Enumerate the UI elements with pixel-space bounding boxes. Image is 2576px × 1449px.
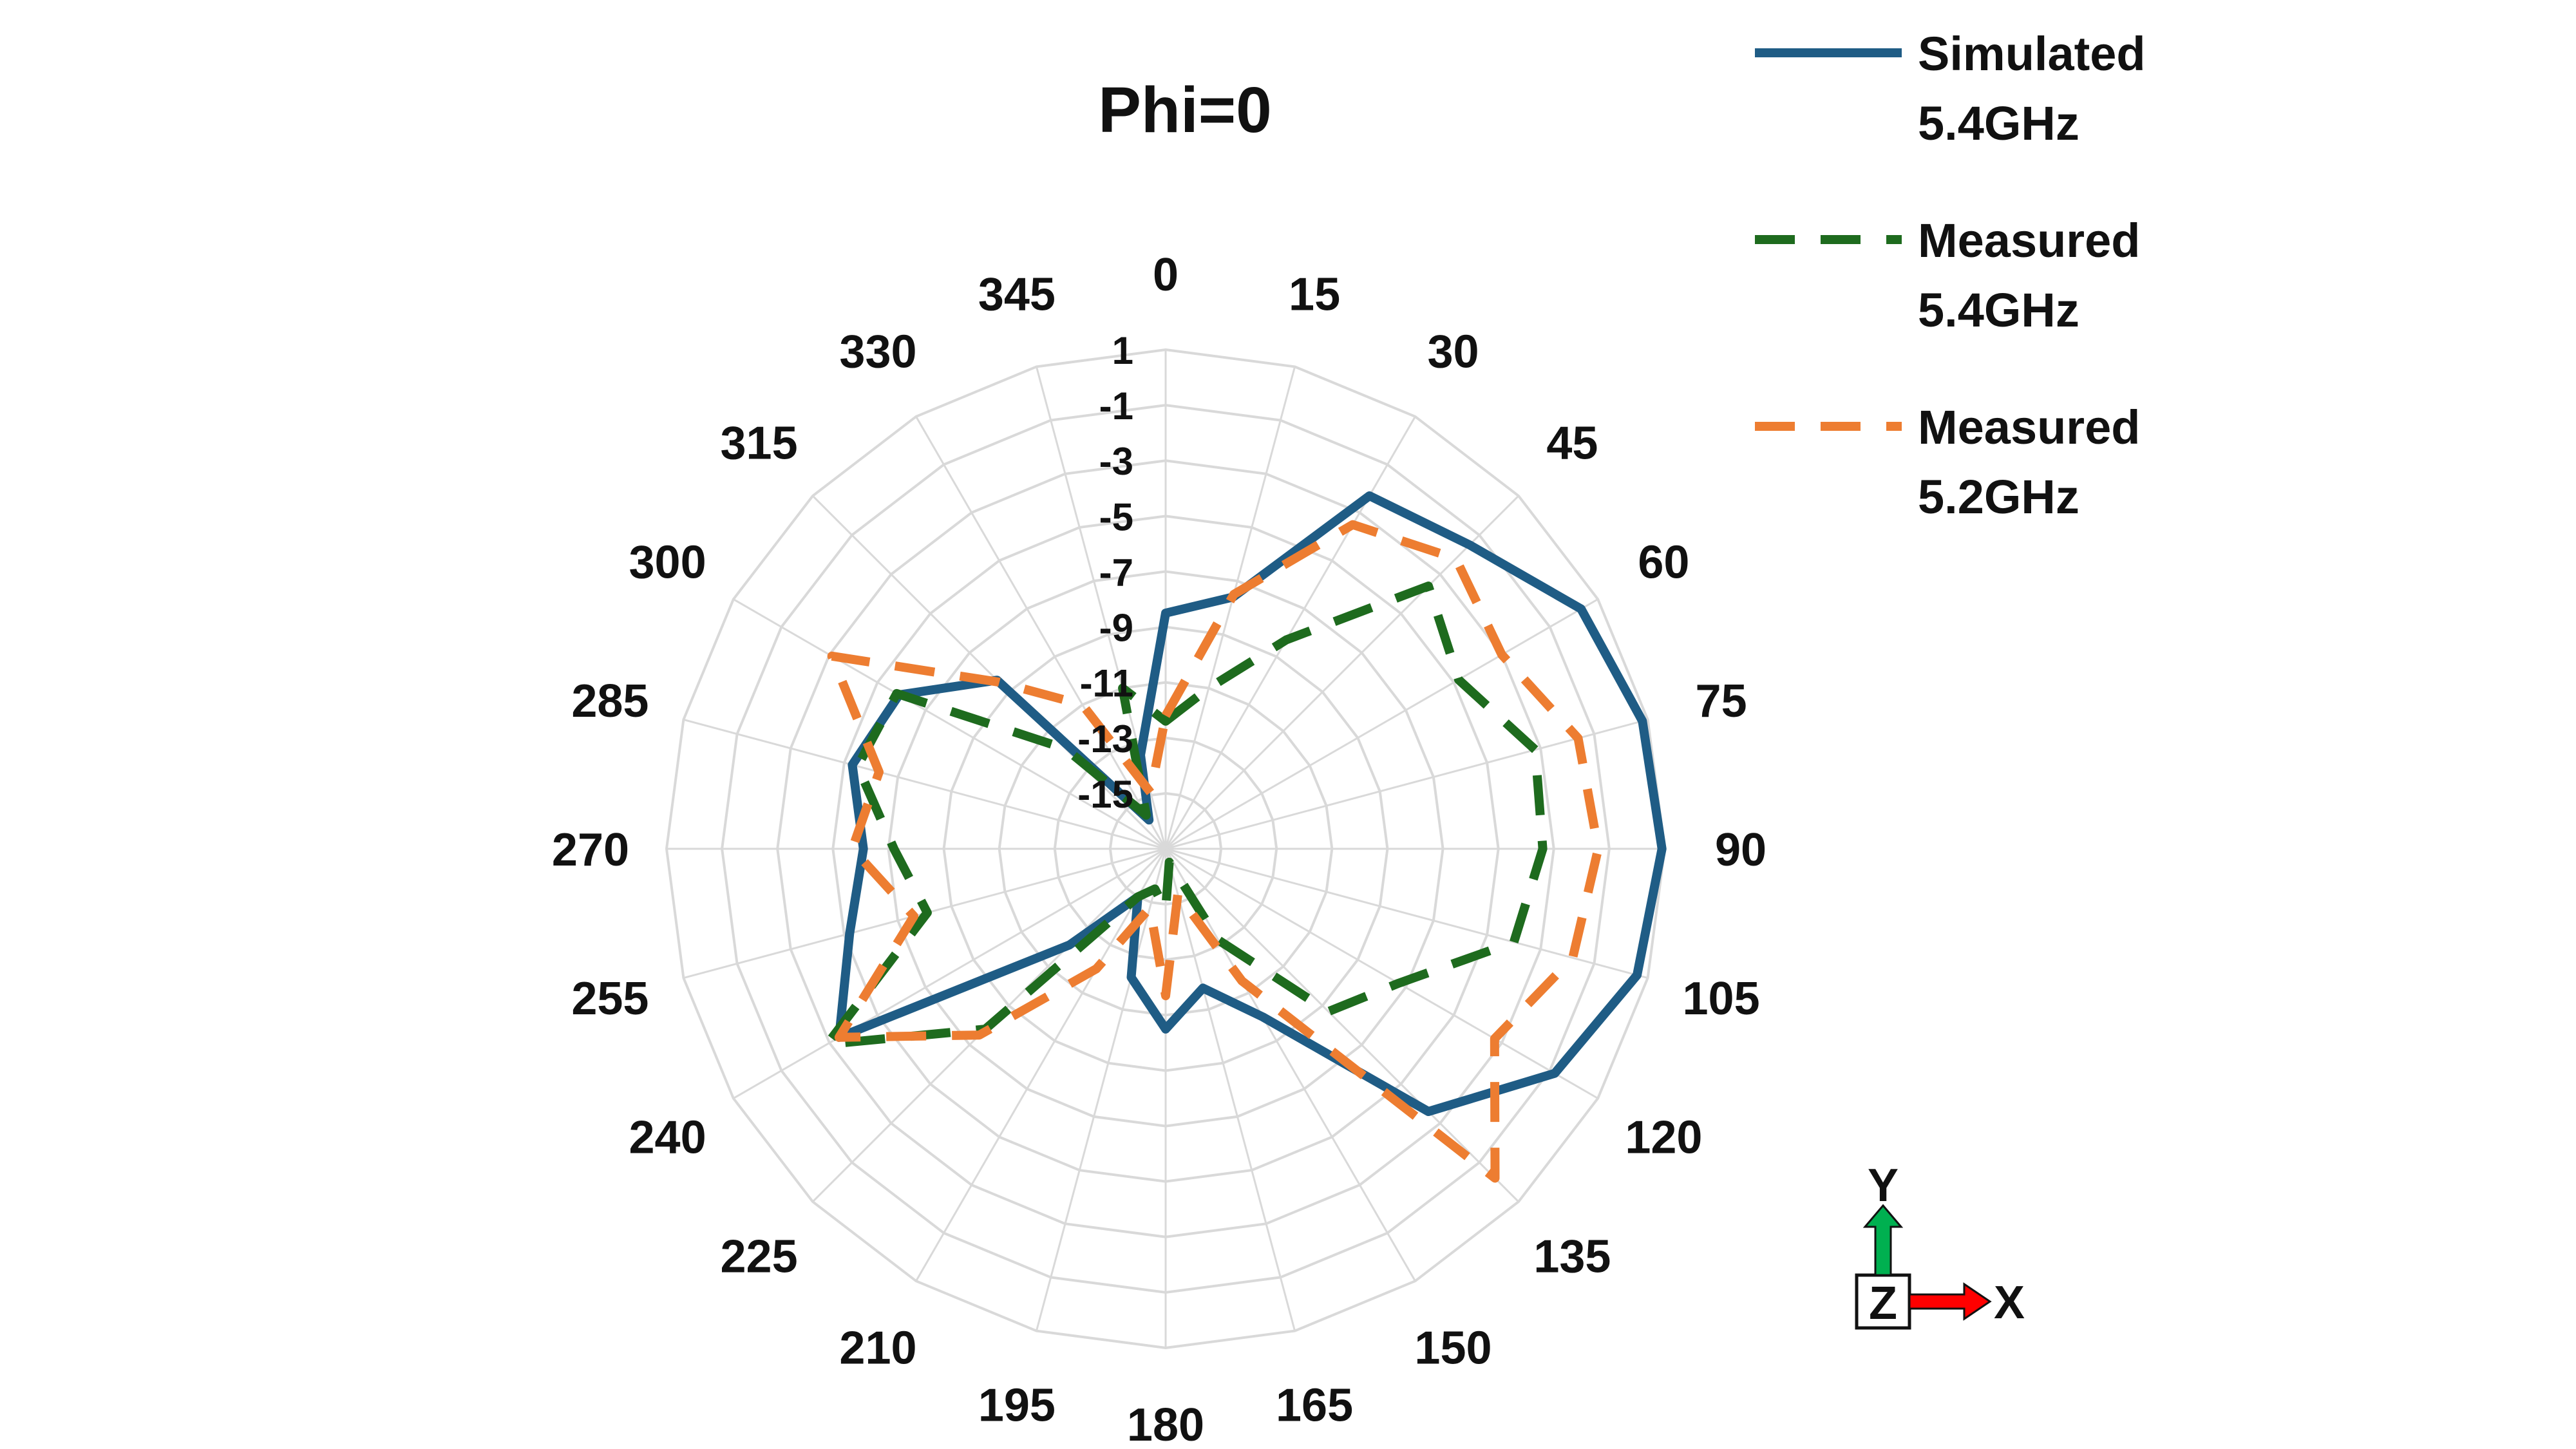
angle-label: 105 <box>1683 973 1760 1025</box>
x-axis-arrow <box>1908 1282 1992 1321</box>
radial-tick-labels: 1 -1 -3 -5 -7 -9 -11 -13 -15 <box>1077 329 1133 816</box>
radial-tick-label: -15 <box>1077 773 1133 816</box>
legend-label: Measured <box>1918 401 2140 454</box>
angle-label: 135 <box>1533 1231 1611 1282</box>
grid-spoke <box>915 416 1167 849</box>
angle-label: 300 <box>629 537 706 589</box>
legend-label: 5.4GHz <box>1918 283 2079 337</box>
grid-spoke <box>1164 848 1416 1282</box>
radial-tick-label: -13 <box>1077 717 1133 761</box>
chart-title: Phi=0 <box>1098 74 1272 146</box>
grid-spoke <box>683 718 1166 850</box>
radial-tick-label: -7 <box>1099 551 1133 594</box>
legend-label: Simulated <box>1918 27 2146 80</box>
angle-label: 120 <box>1625 1112 1702 1164</box>
angle-label: 165 <box>1276 1380 1353 1432</box>
angle-label: 195 <box>978 1380 1056 1432</box>
angle-label: 330 <box>839 327 916 378</box>
legend: Simulated 5.4GHz Measured 5.4GHz Measured 5.2… <box>1755 27 2146 524</box>
legend-label: 5.4GHz <box>1918 97 2079 150</box>
radial-tick-label: -11 <box>1080 662 1133 705</box>
grid-spoke <box>733 848 1166 1099</box>
angle-label: 75 <box>1696 676 1747 727</box>
angle-labels: 0 15 30 45 60 75 90 105 120 135 150 165 180 195 210 225… <box>552 249 1766 1449</box>
x-axis-label: X <box>1994 1277 2025 1329</box>
series-lines <box>822 491 1667 1183</box>
angle-label: 15 <box>1289 269 1340 320</box>
legend-label: Measured <box>1918 214 2140 267</box>
angle-label: 345 <box>978 269 1056 320</box>
angle-label: 90 <box>1715 824 1766 876</box>
grid-spoke <box>733 598 1166 850</box>
angle-label: 210 <box>839 1322 916 1374</box>
radial-tick-label: -5 <box>1099 495 1133 538</box>
axis-triad-icon: Z Y X <box>1855 1160 2025 1330</box>
grid-spoke <box>1165 598 1598 850</box>
grid-spoke <box>1035 848 1167 1331</box>
angle-label: 150 <box>1414 1322 1492 1374</box>
angle-label: 225 <box>721 1231 798 1282</box>
grid-spoke <box>1165 848 1598 1099</box>
polar-grid <box>665 348 1667 1350</box>
angle-label: 0 <box>1153 249 1179 301</box>
radial-tick-label: 1 <box>1112 329 1133 372</box>
radial-tick-label: -9 <box>1099 607 1133 650</box>
angle-label: 60 <box>1638 537 1689 589</box>
angle-label: 30 <box>1427 327 1479 378</box>
y-axis-label: Y <box>1868 1160 1899 1211</box>
grid-spoke <box>1164 848 1296 1331</box>
series-line-3 <box>827 520 1603 1183</box>
grid-spoke <box>1165 848 1648 980</box>
z-axis-label: Z <box>1869 1278 1897 1329</box>
radial-tick-label: -1 <box>1099 384 1133 428</box>
grid-spoke <box>1164 848 1520 1203</box>
grid-spoke <box>915 848 1167 1282</box>
angle-label: 255 <box>571 973 649 1025</box>
grid-spoke <box>811 495 1167 850</box>
angle-label: 45 <box>1546 418 1598 469</box>
angle-label: 270 <box>552 824 629 876</box>
angle-label: 315 <box>721 418 798 469</box>
legend-label: 5.2GHz <box>1918 470 2079 524</box>
angle-label: 240 <box>629 1112 706 1164</box>
grid-spoke <box>1165 718 1648 850</box>
grid-spoke <box>1164 416 1416 849</box>
grid-spoke <box>1164 495 1520 850</box>
radial-tick-label: -3 <box>1099 440 1133 483</box>
grid-spoke <box>1164 366 1296 849</box>
angle-label: 285 <box>571 676 649 727</box>
y-axis-arrow <box>1862 1204 1904 1276</box>
angle-label: 180 <box>1127 1399 1204 1449</box>
series-line-2 <box>822 582 1548 1049</box>
